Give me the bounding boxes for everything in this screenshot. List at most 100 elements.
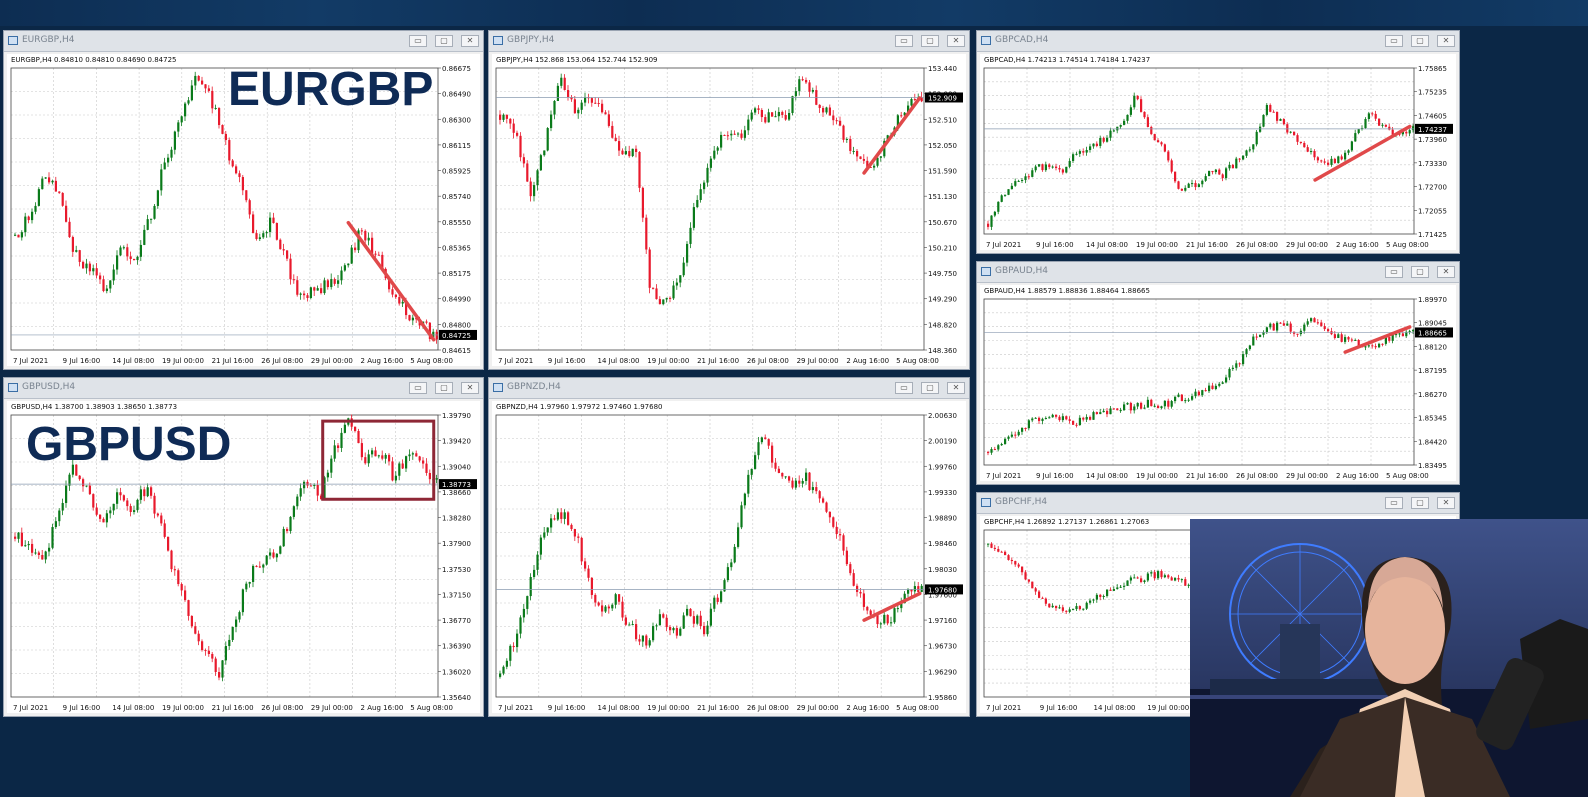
close-button[interactable]: ✕ bbox=[461, 35, 479, 47]
time-axis-label: 29 Jul 00:00 bbox=[1286, 472, 1328, 480]
minimize-button[interactable]: ▭ bbox=[895, 35, 913, 47]
window-titlebar[interactable]: EURGBP,H4 ▭ ▢ ✕ bbox=[4, 31, 483, 52]
window-title: GBPUSD,H4 bbox=[22, 382, 76, 392]
maximize-button[interactable]: ▢ bbox=[1411, 266, 1429, 278]
minimize-button[interactable]: ▭ bbox=[1385, 35, 1403, 47]
price-chart[interactable]: 1.75865 1.75235 1.74605 1.73960 1.73330 1.727… bbox=[980, 54, 1456, 250]
close-button[interactable]: ✕ bbox=[1437, 35, 1455, 47]
price-axis-label: 153.440 bbox=[928, 65, 957, 73]
trend-line-drawing[interactable] bbox=[1343, 325, 1412, 354]
window-title: GBPNZD,H4 bbox=[507, 382, 561, 392]
trend-line-drawing[interactable] bbox=[862, 591, 922, 622]
price-axis-label: 152.510 bbox=[928, 116, 957, 124]
price-axis-label: 1.39420 bbox=[442, 438, 471, 446]
svg-text:152.909: 152.909 bbox=[928, 94, 957, 102]
time-axis-label: 14 Jul 08:00 bbox=[1094, 704, 1136, 712]
time-axis-label: 9 Jul 16:00 bbox=[1036, 241, 1074, 249]
price-chart[interactable]: 0.86675 0.86490 0.86300 0.86115 0.85925 0.857… bbox=[7, 54, 480, 366]
chart-window-gbpjpy[interactable]: GBPJPY,H4 ▭ ▢ ✕ 153.440152.980152.510152… bbox=[488, 30, 970, 370]
price-axis-label: 0.85925 bbox=[442, 168, 471, 176]
price-axis-label: 1.89045 bbox=[1418, 320, 1447, 328]
chart-window-icon bbox=[981, 267, 991, 276]
price-axis-label: 1.72700 bbox=[1418, 184, 1447, 192]
range-box-drawing[interactable] bbox=[321, 419, 436, 501]
window-title: GBPAUD,H4 bbox=[995, 266, 1049, 276]
time-axis-label: 29 Jul 00:00 bbox=[311, 704, 353, 712]
candlestick-series bbox=[499, 73, 923, 306]
price-axis-label: 1.71425 bbox=[1418, 231, 1447, 239]
time-axis-label: 26 Jul 08:00 bbox=[747, 357, 789, 365]
time-axis-label: 5 Aug 08:00 bbox=[1386, 472, 1429, 480]
price-axis-label: 148.820 bbox=[928, 321, 957, 329]
chart-window-gbpusd[interactable]: GBPUSD,H4 ▭ ▢ ✕ 1.39790 1.39420 1.39040 1.3… bbox=[3, 377, 484, 717]
price-axis-label: 1.98030 bbox=[928, 566, 957, 574]
window-titlebar[interactable]: GBPCHF,H4 ▭ ▢ ✕ bbox=[977, 493, 1459, 514]
close-button[interactable]: ✕ bbox=[1437, 497, 1455, 509]
minimize-button[interactable]: ▭ bbox=[895, 382, 913, 394]
time-axis-label: 7 Jul 2021 bbox=[498, 704, 533, 712]
trend-line-drawing[interactable] bbox=[862, 96, 922, 175]
window-title: GBPCHF,H4 bbox=[995, 497, 1048, 507]
chart-window-eurgbp[interactable]: EURGBP,H4 ▭ ▢ ✕ 0.86675 0.86490 0.86300 0.8… bbox=[3, 30, 484, 370]
chart-canvas: 2.00630 2.00190 1.99760 1.99330 1.98890 1.984… bbox=[495, 412, 963, 712]
maximize-button[interactable]: ▢ bbox=[1411, 497, 1429, 509]
price-axis-label: 1.89970 bbox=[1418, 296, 1447, 304]
close-button[interactable]: ✕ bbox=[947, 35, 965, 47]
chart-window-gbpnzd[interactable]: GBPNZD,H4 ▭ ▢ ✕ 2.00630 2.00190 1.99760 1.9… bbox=[488, 377, 970, 717]
maximize-button[interactable]: ▢ bbox=[921, 382, 939, 394]
price-axis-label: 1.87195 bbox=[1418, 367, 1447, 375]
close-button[interactable]: ✕ bbox=[1437, 266, 1455, 278]
window-titlebar[interactable]: GBPAUD,H4 ▭ ▢ ✕ bbox=[977, 262, 1459, 283]
chart-canvas: 153.440152.980152.510152.050151.590151.1… bbox=[495, 65, 963, 365]
chart-window-gbpcad[interactable]: GBPCAD,H4 ▭ ▢ ✕ 1.75865 1.75235 1.74605 1.7… bbox=[976, 30, 1460, 254]
price-axis-label: 0.86490 bbox=[442, 91, 471, 99]
window-titlebar[interactable]: GBPUSD,H4 ▭ ▢ ✕ bbox=[4, 378, 483, 399]
time-axis-label: 5 Aug 08:00 bbox=[1386, 241, 1429, 249]
chart-window-icon bbox=[493, 36, 503, 45]
chart-canvas: 0.86675 0.86490 0.86300 0.86115 0.85925 0.857… bbox=[10, 65, 477, 365]
trend-line-drawing[interactable] bbox=[1313, 124, 1412, 182]
close-button[interactable]: ✕ bbox=[461, 382, 479, 394]
maximize-button[interactable]: ▢ bbox=[1411, 35, 1429, 47]
time-axis-label: 26 Jul 08:00 bbox=[747, 704, 789, 712]
time-axis-label: 5 Aug 08:00 bbox=[410, 704, 453, 712]
time-axis-label: 19 Jul 00:00 bbox=[162, 357, 204, 365]
price-axis-label: 1.36770 bbox=[442, 617, 471, 625]
price-chart[interactable]: 1.39790 1.39420 1.39040 1.38660 1.38280 1.379… bbox=[7, 401, 480, 713]
maximize-button[interactable]: ▢ bbox=[435, 382, 453, 394]
price-axis-label: 1.75235 bbox=[1418, 89, 1447, 97]
minimize-button[interactable]: ▭ bbox=[409, 35, 427, 47]
price-chart[interactable]: 153.440152.980152.510152.050151.590151.1… bbox=[492, 54, 966, 366]
price-axis-label: 1.39040 bbox=[442, 463, 471, 471]
chart-window-icon bbox=[493, 383, 503, 392]
price-axis-label: 1.74605 bbox=[1418, 112, 1447, 120]
chart-window-gbpaud[interactable]: GBPAUD,H4 ▭ ▢ ✕ 1.89970 1.89045 1.88120 1.8… bbox=[976, 261, 1460, 485]
current-price-tag bbox=[439, 479, 477, 490]
price-axis-label: 0.85175 bbox=[442, 270, 471, 278]
price-chart[interactable]: 1.89970 1.89045 1.88120 1.87195 1.86270 1.853… bbox=[980, 285, 1456, 481]
desktop-background bbox=[0, 0, 1588, 26]
minimize-button[interactable]: ▭ bbox=[1385, 266, 1403, 278]
current-price-tag bbox=[439, 329, 477, 340]
maximize-button[interactable]: ▢ bbox=[435, 35, 453, 47]
window-titlebar[interactable]: GBPNZD,H4 ▭ ▢ ✕ bbox=[489, 378, 969, 399]
minimize-button[interactable]: ▭ bbox=[1385, 497, 1403, 509]
price-axis-label: 1.84420 bbox=[1418, 438, 1447, 446]
window-title: GBPJPY,H4 bbox=[507, 35, 555, 45]
price-axis-label: 0.84615 bbox=[442, 347, 471, 355]
maximize-button[interactable]: ▢ bbox=[921, 35, 939, 47]
time-axis-label: 9 Jul 16:00 bbox=[63, 704, 101, 712]
candlestick-series bbox=[14, 414, 438, 682]
price-axis-label: 149.290 bbox=[928, 296, 957, 304]
close-button[interactable]: ✕ bbox=[947, 382, 965, 394]
trend-line-drawing[interactable] bbox=[346, 220, 436, 342]
time-axis-label: 2 Aug 16:00 bbox=[1336, 472, 1379, 480]
chart-canvas: 1.39790 1.39420 1.39040 1.38660 1.38280 1.379… bbox=[10, 412, 477, 712]
price-axis-label: 1.37530 bbox=[442, 566, 471, 574]
window-titlebar[interactable]: GBPCAD,H4 ▭ ▢ ✕ bbox=[977, 31, 1459, 52]
minimize-button[interactable]: ▭ bbox=[409, 382, 427, 394]
window-titlebar[interactable]: GBPJPY,H4 ▭ ▢ ✕ bbox=[489, 31, 969, 52]
price-chart[interactable]: 2.00630 2.00190 1.99760 1.99330 1.98890 1.984… bbox=[492, 401, 966, 713]
time-axis-label: 7 Jul 2021 bbox=[986, 472, 1021, 480]
time-axis-label: 29 Jul 00:00 bbox=[797, 704, 839, 712]
